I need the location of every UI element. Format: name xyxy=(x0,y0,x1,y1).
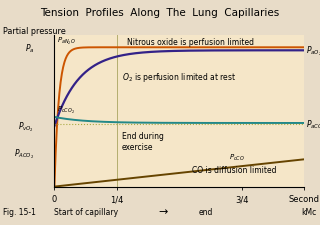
Text: end: end xyxy=(198,207,213,216)
Text: Fig. 15-1: Fig. 15-1 xyxy=(3,207,36,216)
Text: $P_a$: $P_a$ xyxy=(25,42,35,54)
Text: $P_{cCO}$: $P_{cCO}$ xyxy=(229,153,245,163)
Text: $P_{vO_2}$: $P_{vO_2}$ xyxy=(19,120,35,133)
Text: Nitrous oxide is perfusion limited: Nitrous oxide is perfusion limited xyxy=(127,38,254,47)
Text: $P_{aO_2}$: $P_{aO_2}$ xyxy=(307,44,320,58)
Text: kMc: kMc xyxy=(301,207,317,216)
Text: $P_{ACO_2}$: $P_{ACO_2}$ xyxy=(14,147,35,160)
Text: End during
exercise: End during exercise xyxy=(122,132,164,151)
Text: Tension  Profiles  Along  The  Lung  Capillaries: Tension Profiles Along The Lung Capillar… xyxy=(40,8,280,18)
Text: Start of capillary: Start of capillary xyxy=(54,207,118,216)
Text: →: → xyxy=(158,206,168,216)
Text: $P_{aN_2O}$: $P_{aN_2O}$ xyxy=(57,36,76,47)
Text: $P_{cCO_2}$: $P_{cCO_2}$ xyxy=(57,105,75,116)
Text: $P_{aCO_2}$: $P_{aCO_2}$ xyxy=(307,117,320,131)
Text: CO is diffusion limited: CO is diffusion limited xyxy=(192,166,276,175)
Text: Partial pressure: Partial pressure xyxy=(3,27,66,36)
Text: $O_2$ is perfusion limited at rest: $O_2$ is perfusion limited at rest xyxy=(122,70,236,83)
